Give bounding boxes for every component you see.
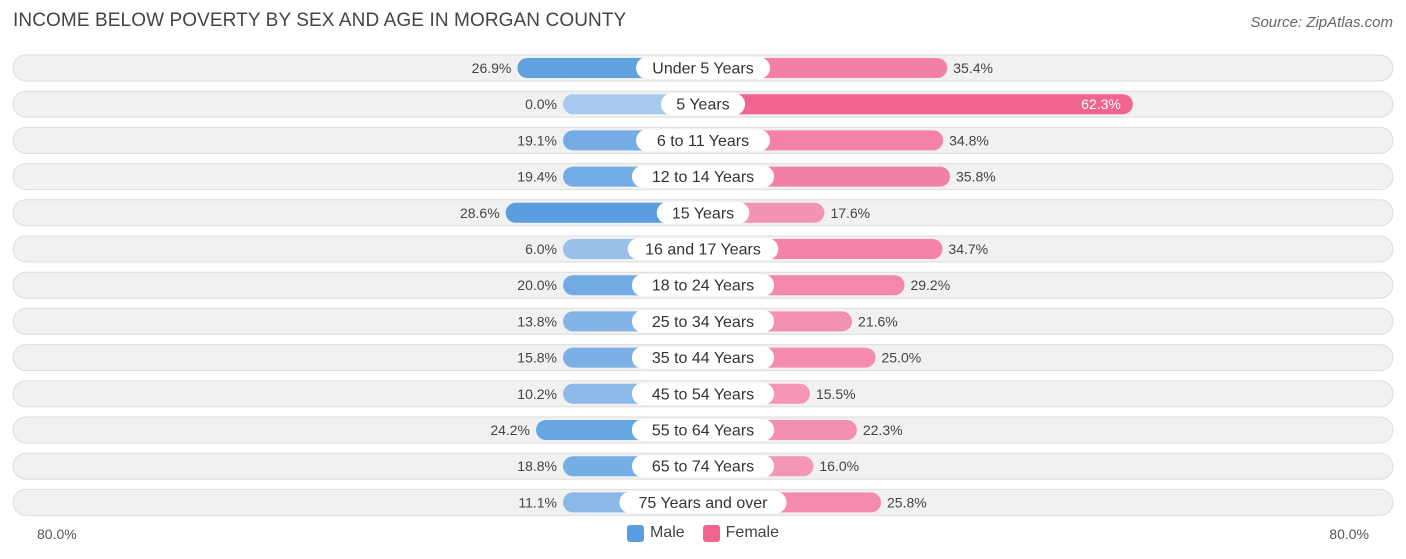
male-value-label: 28.6%	[460, 205, 500, 221]
legend-item-male: Male	[626, 524, 685, 542]
category-label: 55 to 64 Years	[652, 423, 754, 440]
male-value-label: 6.0%	[525, 241, 557, 257]
category-label: Under 5 Years	[652, 61, 753, 78]
male-value-label: 20.0%	[517, 277, 557, 293]
axis-label-right: 80.0%	[1329, 526, 1369, 542]
category-label: 75 Years and over	[639, 495, 769, 512]
male-value-label: 19.4%	[517, 169, 557, 185]
category-label: 35 to 44 Years	[652, 350, 754, 367]
male-value-label: 26.9%	[472, 60, 512, 76]
legend-label-female: Female	[725, 524, 780, 541]
male-value-label: 19.1%	[517, 132, 557, 148]
legend-swatch-female	[702, 524, 720, 542]
male-bar	[505, 202, 703, 223]
category-label: 25 to 34 Years	[652, 314, 754, 331]
category-pill	[631, 274, 775, 297]
category-label: 65 to 74 Years	[652, 459, 754, 476]
chart-area: 26.9% 35.4% Under 5 Years 0.0% 62.3% 5 Years 1…	[12, 54, 1394, 516]
male-value-label: 24.2%	[490, 422, 530, 438]
category-pill	[631, 419, 775, 441]
female-bar	[703, 94, 1133, 115]
category-pill	[627, 238, 779, 260]
category-label: 16 and 17 Years	[645, 242, 761, 259]
female-value-label: 15.5%	[816, 386, 856, 402]
category-label: 18 to 24 Years	[652, 278, 754, 295]
category-label: 12 to 14 Years	[652, 169, 754, 186]
female-value-label: 62.3%	[1081, 96, 1121, 112]
source-credit: Source: ZipAtlas.com	[1250, 14, 1393, 31]
category-label: 5 Years	[676, 97, 729, 114]
legend: Male Female	[0, 524, 1406, 542]
chart-title: INCOME BELOW POVERTY BY SEX AND AGE IN M…	[13, 10, 627, 31]
male-value-label: 13.8%	[517, 313, 557, 329]
male-value-label: 0.0%	[525, 96, 557, 112]
legend-swatch-male	[626, 524, 644, 542]
female-value-label: 34.8%	[949, 132, 989, 148]
female-value-label: 25.8%	[887, 494, 927, 510]
male-value-label: 11.1%	[518, 494, 557, 510]
male-value-label: 10.2%	[517, 386, 557, 402]
category-label: 6 to 11 Years	[657, 133, 749, 150]
female-value-label: 22.3%	[863, 422, 903, 438]
legend-label-male: Male	[649, 524, 685, 541]
category-pill	[636, 57, 770, 79]
female-value-label: 35.8%	[956, 169, 996, 185]
female-value-label: 35.4%	[953, 60, 993, 76]
category-pill	[619, 491, 787, 514]
category-pill	[631, 455, 775, 478]
category-label: 15 Years	[672, 205, 734, 222]
category-pill	[660, 93, 746, 116]
category-pill	[631, 310, 775, 333]
male-value-label: 18.8%	[517, 458, 557, 474]
legend-item-female: Female	[702, 524, 780, 542]
female-value-label: 16.0%	[819, 458, 859, 474]
female-value-label: 29.2%	[910, 277, 950, 293]
female-value-label: 25.0%	[882, 350, 922, 366]
category-pill	[656, 201, 750, 224]
category-pill	[631, 346, 775, 369]
female-value-label: 34.7%	[948, 241, 988, 257]
axis-label-left: 80.0%	[37, 526, 77, 542]
category-pill	[631, 165, 775, 188]
category-label: 45 to 54 Years	[652, 386, 754, 403]
female-value-label: 17.6%	[830, 205, 870, 221]
category-pill	[631, 382, 775, 405]
male-value-label: 15.8%	[517, 350, 557, 366]
female-value-label: 21.6%	[858, 313, 898, 329]
category-pill	[636, 129, 770, 152]
